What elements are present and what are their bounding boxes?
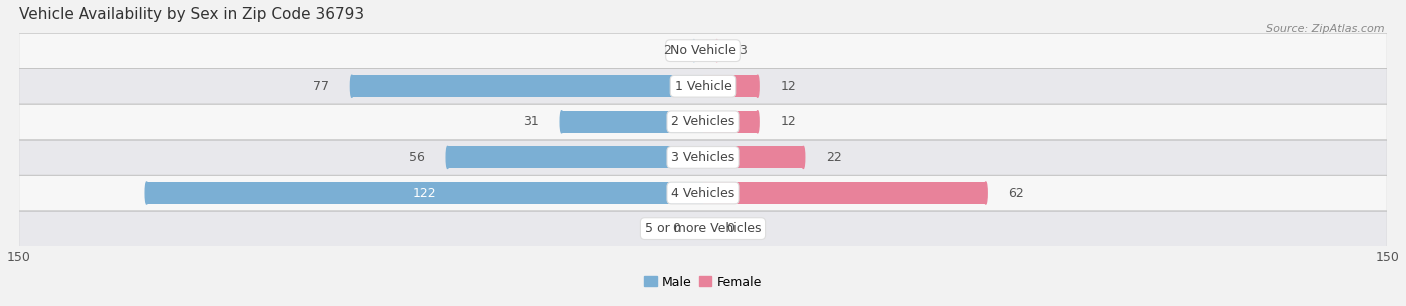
Bar: [146, 182, 703, 204]
Circle shape: [756, 111, 759, 133]
FancyBboxPatch shape: [18, 140, 1388, 175]
Circle shape: [446, 146, 449, 168]
FancyBboxPatch shape: [18, 211, 1388, 246]
Text: 2: 2: [664, 44, 671, 57]
Text: 122: 122: [413, 187, 437, 200]
Bar: [447, 146, 703, 168]
FancyBboxPatch shape: [18, 104, 1388, 140]
Text: 22: 22: [827, 151, 842, 164]
Text: 3: 3: [740, 44, 748, 57]
FancyBboxPatch shape: [18, 175, 1388, 211]
Text: 4 Vehicles: 4 Vehicles: [672, 187, 734, 200]
Circle shape: [984, 182, 987, 204]
Circle shape: [145, 182, 148, 204]
Text: 1 Vehicle: 1 Vehicle: [675, 80, 731, 93]
Circle shape: [801, 146, 804, 168]
Circle shape: [756, 75, 759, 97]
Circle shape: [560, 111, 562, 133]
Text: No Vehicle: No Vehicle: [671, 44, 735, 57]
Text: 3 Vehicles: 3 Vehicles: [672, 151, 734, 164]
Text: Source: ZipAtlas.com: Source: ZipAtlas.com: [1267, 24, 1385, 35]
Text: 12: 12: [780, 115, 796, 128]
Text: 62: 62: [1008, 187, 1025, 200]
Bar: [703, 146, 803, 168]
Text: 31: 31: [523, 115, 538, 128]
Text: 12: 12: [780, 80, 796, 93]
Circle shape: [693, 39, 696, 62]
Text: 2 Vehicles: 2 Vehicles: [672, 115, 734, 128]
Bar: [703, 182, 986, 204]
Bar: [352, 75, 703, 97]
Bar: [703, 111, 758, 133]
Text: 5 or more Vehicles: 5 or more Vehicles: [645, 222, 761, 235]
Text: 0: 0: [725, 222, 734, 235]
Text: 77: 77: [314, 80, 329, 93]
Bar: [703, 39, 717, 62]
Legend: Male, Female: Male, Female: [640, 271, 766, 293]
Circle shape: [716, 39, 718, 62]
FancyBboxPatch shape: [18, 69, 1388, 104]
Text: 0: 0: [672, 222, 681, 235]
Bar: [703, 75, 758, 97]
Bar: [695, 39, 703, 62]
Circle shape: [350, 75, 353, 97]
FancyBboxPatch shape: [18, 33, 1388, 69]
Text: Vehicle Availability by Sex in Zip Code 36793: Vehicle Availability by Sex in Zip Code …: [18, 7, 364, 22]
Bar: [561, 111, 703, 133]
Text: 56: 56: [409, 151, 425, 164]
